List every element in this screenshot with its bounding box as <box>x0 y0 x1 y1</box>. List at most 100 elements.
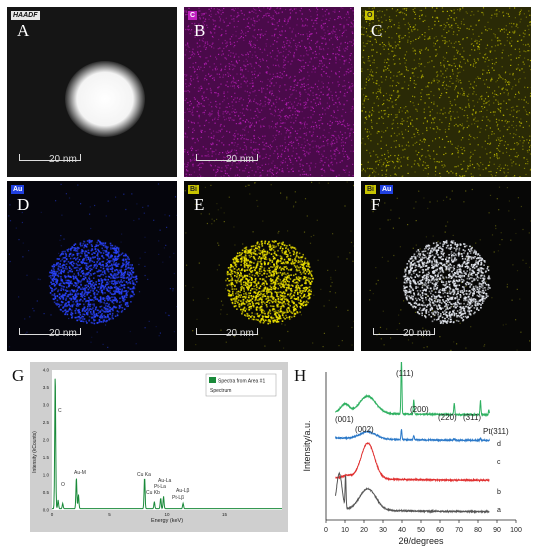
panel-f: Bi Au F 20 nm <box>361 181 531 351</box>
noise-dots <box>8 183 177 348</box>
peak-label: (002) <box>355 425 374 434</box>
peak-label-cu-kb: Cu Kb <box>146 490 160 496</box>
edx-spectrum-chart: 0.0 0.5 1.0 1.5 2.0 2.5 3.0 3.5 4.0 0 5 10 15 Spectr… <box>30 362 288 532</box>
panel-tag: HAADF <box>11 11 40 20</box>
haadf-image <box>7 7 177 177</box>
particle-dots <box>48 239 138 325</box>
peak-label-c: C <box>58 408 62 414</box>
bismuth-map <box>184 181 354 351</box>
xrd-curve-c <box>335 429 490 443</box>
scale-bar <box>196 328 258 335</box>
scale-label: 20 nm <box>49 154 77 165</box>
panel-tag: Bi <box>188 185 199 194</box>
x-tick-label: 80 <box>474 527 482 534</box>
panel-a: HAADF A 20 nm <box>7 7 177 177</box>
scale-label: 20 nm <box>226 154 254 165</box>
y-tick-label: 1.0 <box>43 473 50 478</box>
y-tick-label: 0.5 <box>43 490 50 495</box>
panel-tag: Bi <box>365 185 376 194</box>
gold-map <box>7 181 177 351</box>
noise-dots <box>184 7 354 177</box>
legend-swatch <box>209 377 216 383</box>
legend-entry: Spectrum <box>210 388 231 394</box>
panel-b: C B 20 nm <box>184 7 354 177</box>
y-axis-label: Intensity/a.u. <box>302 420 312 471</box>
peak-label: (001) <box>335 415 354 424</box>
peak-label: (311) <box>463 413 481 422</box>
x-tick-label: 100 <box>510 527 522 534</box>
panel-tag: C <box>188 11 198 20</box>
x-axis-label: Energy (keV) <box>151 518 183 524</box>
legend-entry: Spectra from Area #1 <box>218 379 265 385</box>
xrd-chart: 0 10 20 30 40 50 60 70 80 90 100 Intensity/a.u. 2θ… <box>302 362 522 546</box>
xrd-curve-b <box>335 442 490 483</box>
xrd-curve-d <box>335 362 490 418</box>
x-tick-label: 50 <box>417 527 425 534</box>
y-axis-label: Intensity (kCounts) <box>32 431 38 473</box>
peak-label: Pt(311) <box>483 427 509 436</box>
panel-letter: F <box>371 195 381 214</box>
peak-label-au-la: Au-La <box>158 478 172 484</box>
noise-dots <box>361 7 531 177</box>
spectrum-line <box>52 378 282 510</box>
peak-label-au-lb: Au-Lβ <box>176 488 190 494</box>
peak-label-pt-lb: Pt-Lβ <box>172 495 184 501</box>
scale-bar <box>373 328 435 335</box>
curve-label-c: c <box>497 459 501 466</box>
curve-label-b: b <box>497 489 501 496</box>
scale-label: 20 nm <box>49 328 77 339</box>
x-tick-label: 40 <box>398 527 406 534</box>
peak-label-au-m: Au-M <box>74 470 86 476</box>
panel-letter: A <box>17 21 30 40</box>
peak-label-o: O <box>61 482 65 488</box>
curve-label-d: d <box>497 441 501 448</box>
xrd-curve-a <box>335 471 490 514</box>
x-tick-label: 5 <box>108 512 111 517</box>
y-tick-label: 2.0 <box>43 438 50 443</box>
x-tick-label: 30 <box>379 527 387 534</box>
panel-tag: O <box>365 11 375 20</box>
oxygen-map <box>361 7 531 177</box>
x-tick-label: 20 <box>360 527 368 534</box>
panel-letter: B <box>194 21 206 40</box>
x-axis-label: 2θ/degrees <box>398 536 444 546</box>
panel-tag-2: Au <box>380 185 394 194</box>
panel-c: O C <box>361 7 531 177</box>
scale-label: 20 nm <box>403 328 431 339</box>
x-tick-label: 10 <box>164 512 170 517</box>
y-tick-label: 4.0 <box>43 368 50 373</box>
x-tick-label: 0 <box>324 527 328 534</box>
peak-label-cu-ka: Cu Ka <box>137 472 151 478</box>
y-tick-label: 1.5 <box>43 455 50 460</box>
panel-letter: C <box>371 21 383 40</box>
carbon-map <box>184 7 354 177</box>
y-tick-label: 3.5 <box>43 385 50 390</box>
x-tick-label: 10 <box>341 527 349 534</box>
x-tick-label: 15 <box>222 512 228 517</box>
y-tick-label: 3.0 <box>43 403 50 408</box>
scale-bar <box>196 154 258 161</box>
scale-label: 20 nm <box>226 328 254 339</box>
panel-tag: Au <box>11 185 25 194</box>
peak-label: (220) <box>438 413 457 422</box>
x-tick-label: 70 <box>455 527 463 534</box>
x-tick-label: 90 <box>493 527 501 534</box>
panel-letter: D <box>17 195 30 214</box>
overlay-map <box>361 181 531 351</box>
x-tick-label: 0 <box>51 512 54 517</box>
legend-box <box>205 373 277 397</box>
peak-label-pt-la: Pt-La <box>154 484 166 490</box>
panel-letter: H <box>294 366 307 385</box>
panel-letter: E <box>194 195 205 214</box>
panel-letter: G <box>12 366 25 385</box>
x-tick-label: 60 <box>436 527 444 534</box>
particle-dots <box>225 240 314 325</box>
curve-label-a: a <box>497 507 501 514</box>
y-tick-label: 2.5 <box>43 420 50 425</box>
scale-bar <box>19 154 81 161</box>
panel-d: Au D 20 nm <box>7 181 177 351</box>
particle-dots <box>402 239 491 325</box>
scale-bar <box>19 328 81 335</box>
y-tick-label: 0.0 <box>43 508 50 513</box>
peak-label: (200) <box>410 405 429 414</box>
